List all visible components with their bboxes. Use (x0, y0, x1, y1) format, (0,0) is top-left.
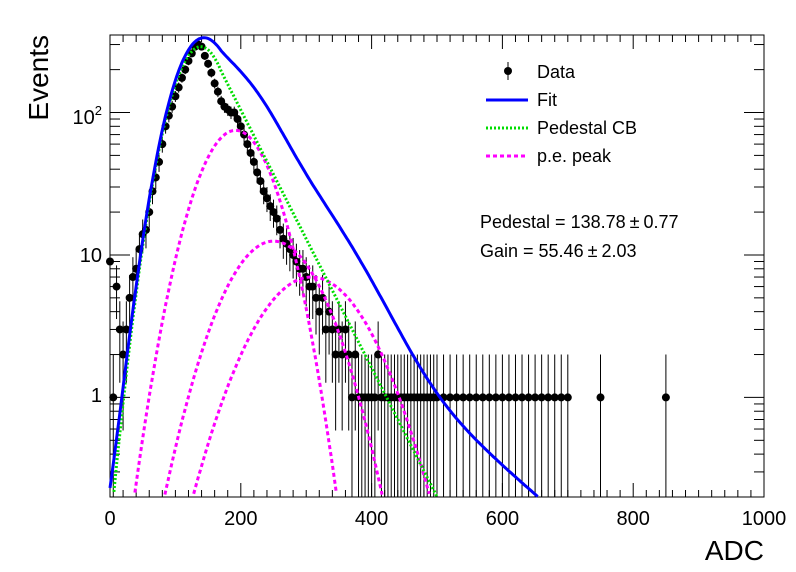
data-point (485, 393, 494, 402)
data-point (544, 393, 553, 402)
data-point (308, 282, 317, 291)
data-point (531, 393, 540, 402)
data-point (511, 393, 520, 402)
data-point (109, 393, 118, 402)
fit-curve (108, 36, 539, 498)
y-tick-label: 10 (80, 245, 102, 267)
data-point (249, 157, 258, 166)
data-point (236, 122, 245, 131)
data-point (370, 393, 379, 402)
data-point (276, 225, 285, 234)
legend-item-data: Data (504, 62, 576, 82)
data-point (498, 393, 507, 402)
pe-peak-curve-1 (133, 128, 338, 493)
data-point (472, 393, 481, 402)
data-point (266, 202, 275, 211)
data-point (537, 393, 546, 402)
data-point (321, 325, 330, 334)
data-point (233, 115, 242, 124)
legend: Data Fit Pedestal CB p.e. peak (486, 62, 637, 166)
data-point (115, 325, 124, 334)
data-point (272, 214, 281, 223)
y-tick-labels: 1 10 102 (73, 103, 102, 407)
data-point (302, 273, 311, 282)
data-point (596, 393, 605, 402)
data-point (207, 68, 216, 77)
legend-item-pedestal: Pedestal CB (486, 118, 637, 138)
data-point (459, 393, 468, 402)
data-series (106, 36, 670, 498)
legend-item-fit: Fit (486, 90, 557, 110)
y-tick-label: 102 (73, 103, 102, 129)
legend-label: Fit (537, 90, 557, 110)
data-point (112, 282, 121, 291)
data-point (269, 208, 278, 217)
legend-label: p.e. peak (537, 146, 612, 166)
legend-label: Pedestal CB (537, 118, 637, 138)
legend-label: Data (537, 62, 576, 82)
pe-peak-curve-2 (163, 239, 384, 495)
data-point (262, 194, 271, 203)
data-point (171, 92, 180, 101)
data-point (331, 350, 340, 359)
data-point (563, 393, 572, 402)
data-point (478, 393, 487, 402)
data-point (452, 393, 461, 402)
data-point (315, 307, 324, 316)
data-point (253, 168, 262, 177)
data-point (246, 148, 255, 157)
data-point (524, 393, 533, 402)
data-point (128, 273, 137, 282)
data-point (181, 65, 190, 74)
y-tick-label: 1 (91, 385, 102, 407)
data-point (106, 257, 114, 266)
data-point (200, 51, 209, 60)
data-point (213, 87, 222, 96)
data-point (351, 350, 360, 359)
x-tick-labels: 0 200 400 600 800 1000 (104, 508, 786, 530)
pe-peak-curve-3 (192, 275, 431, 495)
data-point (465, 393, 474, 402)
data-point (374, 350, 383, 359)
x-tick-label: 0 (104, 508, 115, 530)
data-point (504, 393, 513, 402)
data-point (661, 393, 670, 402)
pedestal-cb-curve (112, 45, 439, 498)
data-point (256, 177, 265, 186)
gain-annotation: Gain = 55.46 ±2.03 (480, 241, 637, 261)
x-tick-label: 600 (486, 508, 519, 530)
data-point (177, 73, 186, 82)
legend-item-pe-peak: p.e. peak (486, 146, 612, 166)
pedestal-annotation: Pedestal = 138.78 ±0.77 (480, 212, 679, 232)
data-point (230, 108, 239, 117)
data-point (341, 325, 350, 334)
data-point (125, 293, 134, 302)
data-point (491, 393, 500, 402)
data-point (210, 79, 219, 88)
x-tick-label: 400 (355, 508, 388, 530)
data-point (328, 325, 337, 334)
data-point (122, 325, 131, 334)
data-point (347, 393, 356, 402)
data-point (243, 140, 252, 149)
data-point (518, 393, 527, 402)
x-tick-label: 800 (617, 508, 650, 530)
data-point (550, 393, 559, 402)
y-axis-label: Events (23, 35, 54, 121)
data-point (204, 59, 213, 68)
fit-annotations: Pedestal = 138.78 ±0.77 Gain = 55.46 ±2.03 (480, 212, 679, 261)
data-point (259, 187, 268, 196)
data-point (168, 102, 177, 111)
x-tick-label: 200 (224, 508, 257, 530)
data-point (119, 350, 128, 359)
x-axis-label: ADC (705, 535, 764, 566)
data-point (312, 293, 321, 302)
data-point (557, 393, 566, 402)
data-point (446, 393, 455, 402)
x-tick-label: 1000 (742, 508, 787, 530)
data-point (298, 264, 307, 273)
